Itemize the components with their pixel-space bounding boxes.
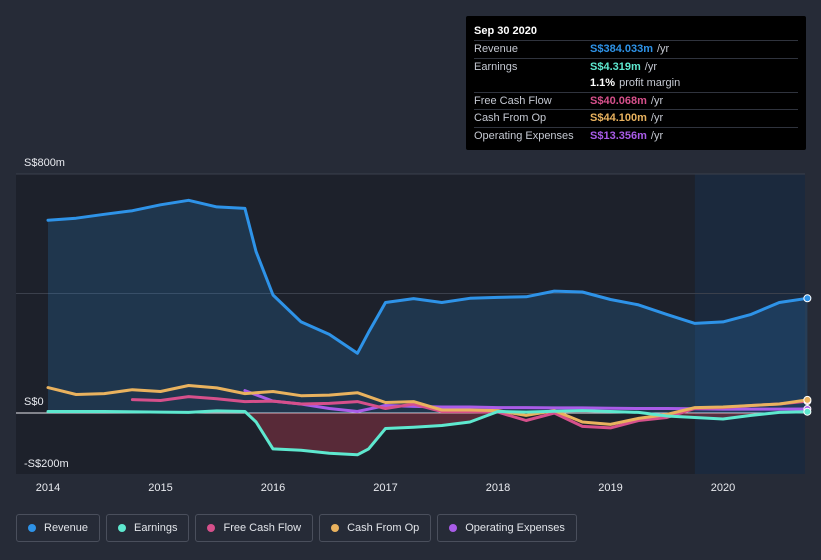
tooltip-row-margin: 1.1% profit margin [474, 75, 798, 92]
area-earnings [48, 410, 808, 455]
tooltip-row-revenue: Revenue S$384.033m /yr [474, 40, 798, 58]
legend-dot-icon [28, 524, 36, 532]
legend-label: Free Cash Flow [223, 522, 302, 534]
tooltip-value: 1.1% [590, 77, 616, 89]
tooltip-unit: /yr [650, 112, 664, 124]
tooltip-row-operating-expenses: Operating Expenses S$13.356m /yr [474, 126, 798, 145]
legend-dot-icon [331, 524, 340, 532]
tooltip-label: Cash From Op [474, 112, 547, 124]
endpoint-earnings [803, 407, 812, 416]
legend-item-revenue[interactable]: Revenue [16, 514, 101, 542]
x-tick-label: 2017 [373, 482, 397, 494]
tooltip-value: S$384.033m [590, 43, 653, 55]
tooltip-unit: profit margin [619, 77, 681, 89]
legend-label: Revenue [44, 522, 89, 534]
tooltip-row-free-cash-flow: Free Cash Flow S$40.068m /yr [474, 91, 798, 110]
tooltip-unit: /yr [650, 129, 664, 142]
legend-label: Operating Expenses [465, 522, 565, 534]
y-label-bottom: -S$200m [24, 458, 69, 470]
legend-item-free-cash-flow[interactable]: Free Cash Flow [195, 514, 314, 542]
tooltip-value: S$4.319m [590, 60, 641, 73]
highlight-region [694, 174, 805, 474]
tooltip-label: Free Cash Flow [474, 94, 552, 107]
legend-label: Earnings [134, 522, 178, 534]
area-revenue [48, 200, 808, 413]
tooltip-unit: /yr [657, 43, 670, 55]
x-tick-label: 2018 [486, 482, 510, 494]
tooltip-value: S$13.356m [590, 129, 647, 142]
y-label-zero: S$0 [24, 396, 44, 408]
tooltip-label: Revenue [474, 43, 519, 55]
tooltip-unit: /yr [644, 60, 657, 73]
tooltip-row-cash-from-op: Cash From Op S$44.100m /yr [474, 109, 798, 127]
endpoint-cash-from-op [803, 395, 812, 404]
legend-dot-icon [449, 524, 458, 532]
legend-item-cash-from-op[interactable]: Cash From Op [319, 514, 432, 542]
legend-dot-icon [207, 524, 216, 532]
y-label-top: S$800m [24, 157, 65, 169]
line-revenue [46, 198, 809, 355]
tooltip-label: Operating Expenses [474, 129, 574, 142]
x-tick-label: 2019 [598, 482, 622, 494]
chart-legend: Revenue Earnings Free Cash Flow Cash Fro… [16, 514, 577, 542]
x-tick-label: 2015 [148, 482, 172, 494]
legend-dot-icon [118, 524, 127, 532]
x-tick-label: 2016 [261, 482, 285, 494]
tooltip-value: S$40.068m [590, 94, 647, 107]
legend-item-operating-expenses[interactable]: Operating Expenses [437, 514, 577, 542]
x-tick-label: 2014 [36, 482, 60, 494]
line-earnings [46, 409, 809, 457]
legend-item-earnings[interactable]: Earnings [106, 514, 190, 542]
tooltip-unit: /yr [650, 94, 664, 107]
tooltip-value: S$44.100m [590, 112, 647, 124]
endpoint-revenue [803, 294, 812, 303]
line-cash-from-op [46, 384, 809, 426]
x-tick-label: 2020 [711, 482, 735, 494]
tooltip-row-earnings: Earnings S$4.319m /yr [474, 57, 798, 76]
plot-background [16, 174, 805, 474]
data-tooltip: Sep 30 2020 Revenue S$384.033m /yr Earni… [466, 16, 806, 150]
legend-label: Cash From Op [347, 522, 420, 534]
tooltip-date: Sep 30 2020 [474, 25, 537, 37]
tooltip-label: Earnings [474, 60, 518, 73]
tooltip-label [474, 75, 590, 92]
